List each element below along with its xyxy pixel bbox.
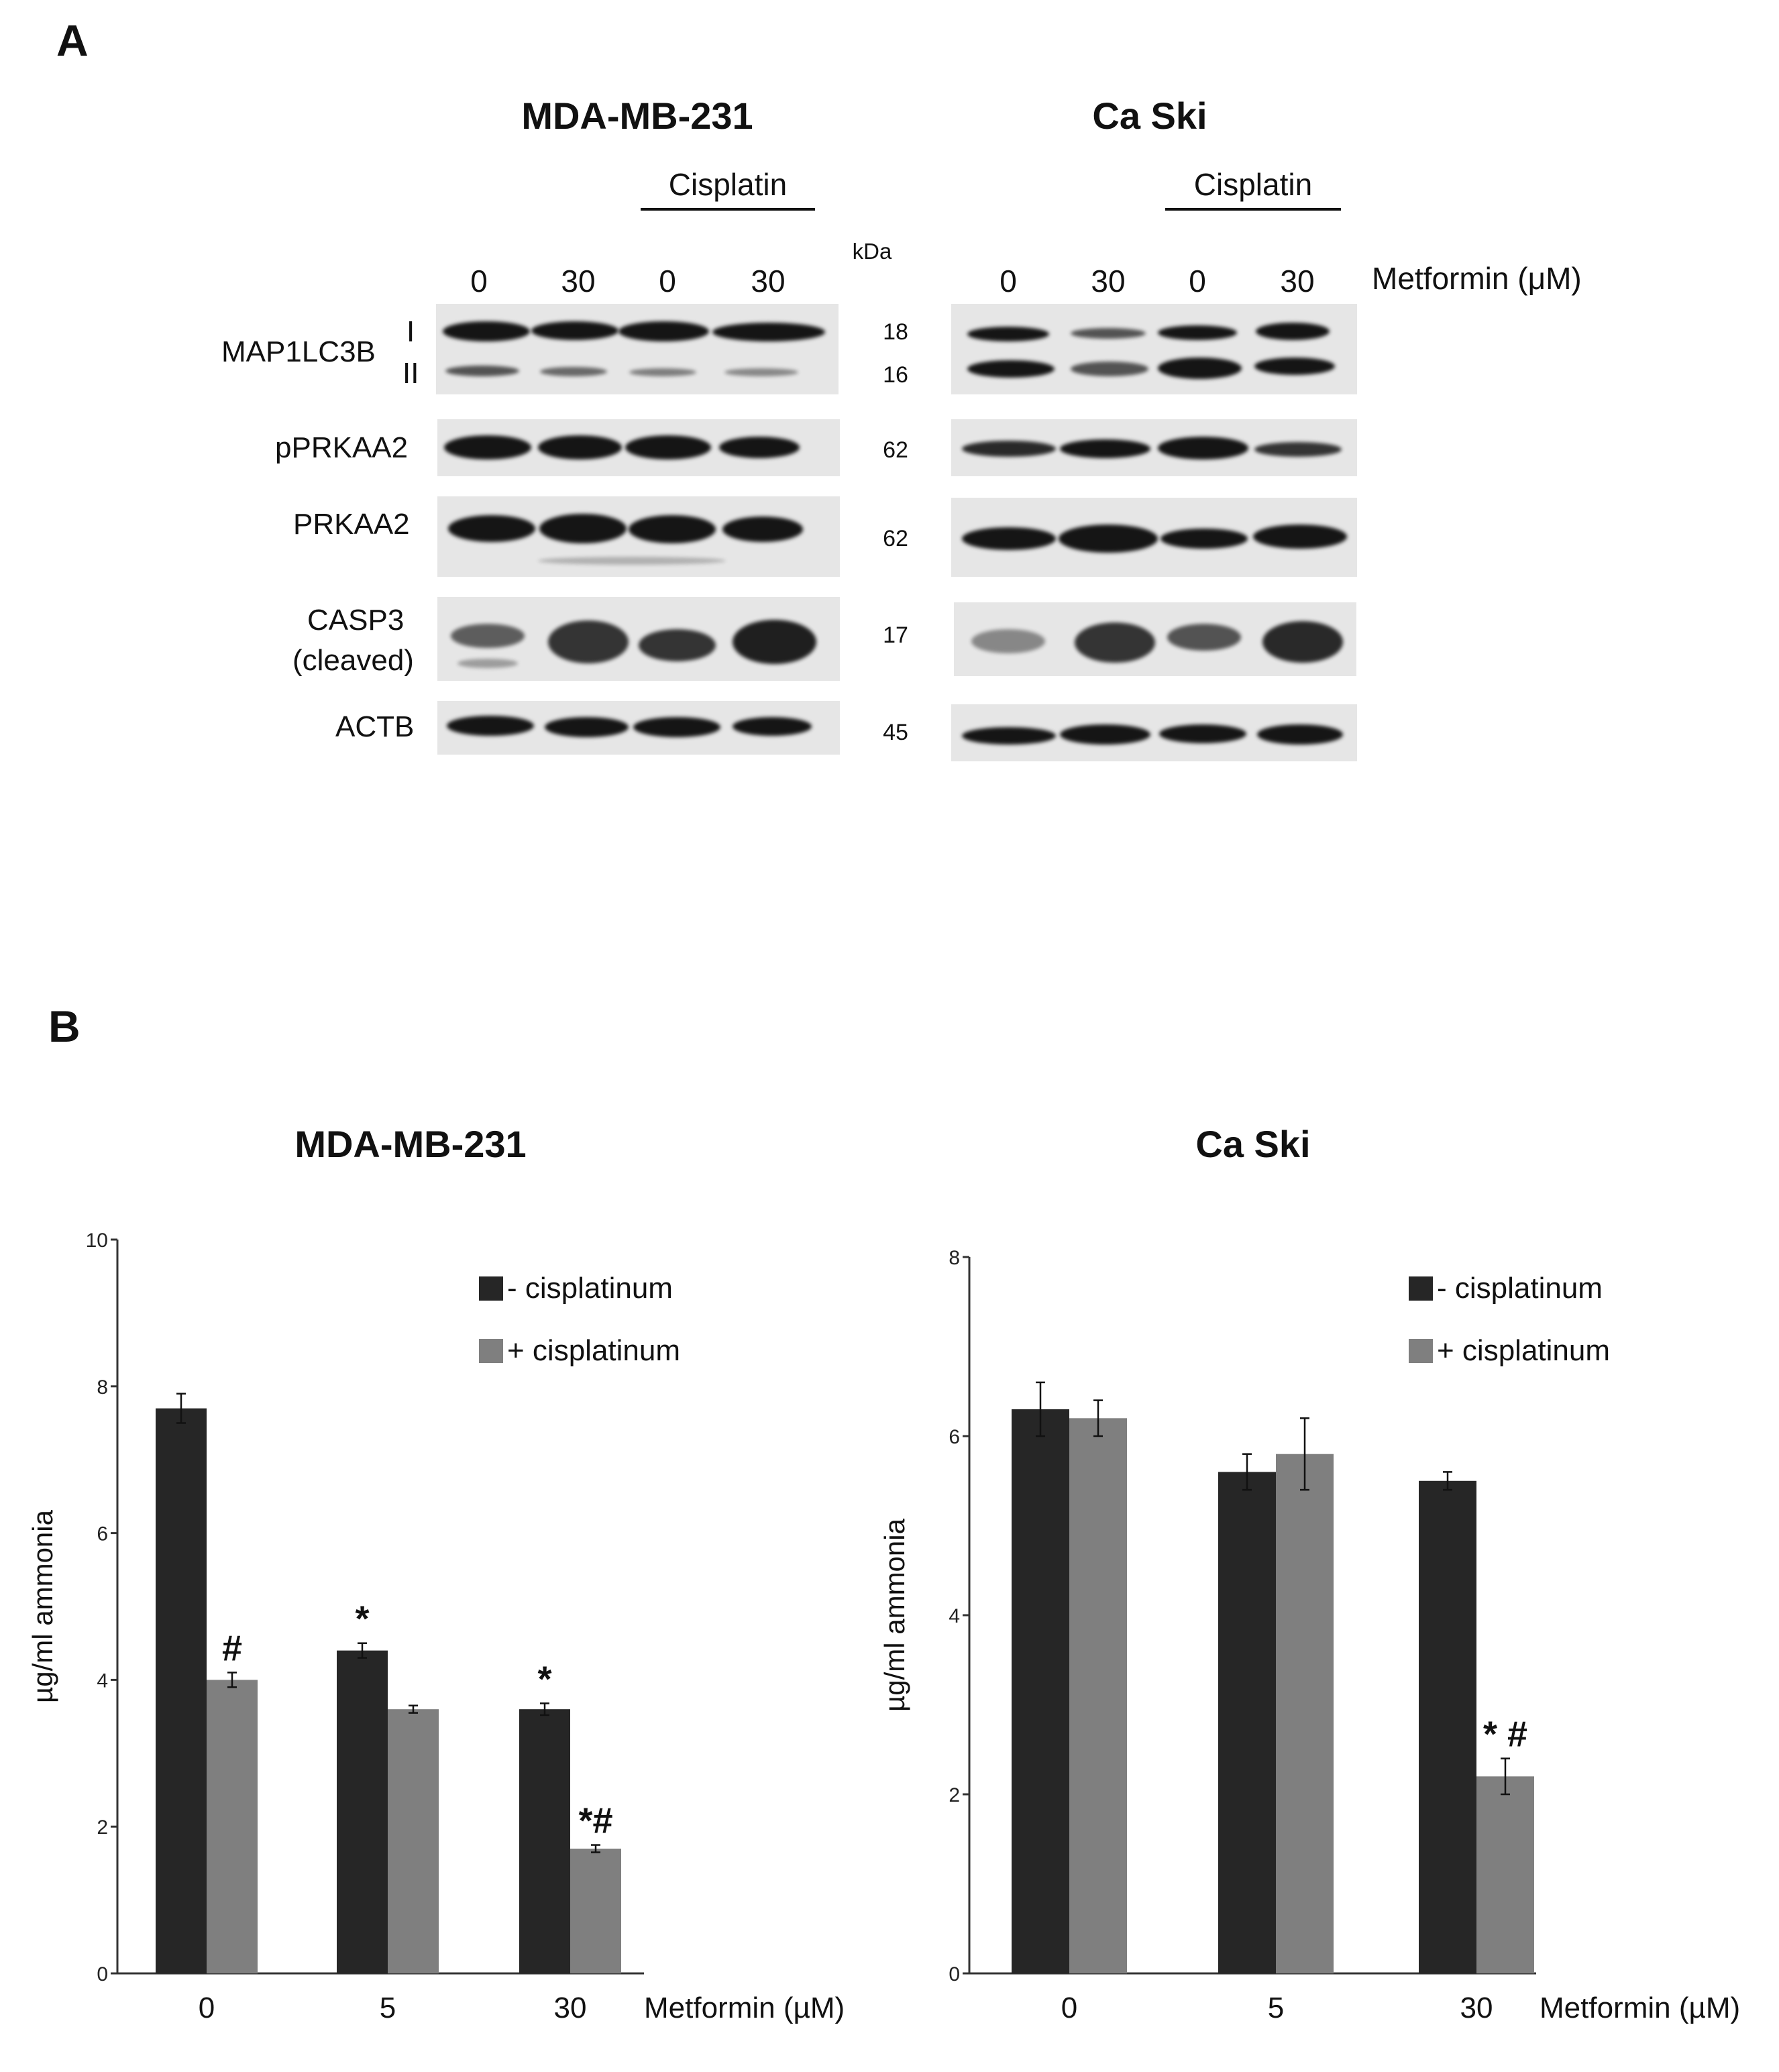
y-tick-label: 2 — [97, 1816, 108, 1839]
kda-value: 45 — [883, 720, 908, 745]
cisplatin-bracket-caski — [1165, 208, 1341, 211]
row-label-band-ii: II — [402, 357, 419, 390]
y-tick-label: 6 — [97, 1523, 108, 1545]
legend-swatch-plus — [1409, 1339, 1433, 1363]
legend-swatch-minus — [479, 1276, 503, 1301]
bar — [1069, 1418, 1127, 1973]
y-tick-label: 6 — [949, 1426, 960, 1448]
legend-label-minus: - cisplatinum — [1437, 1272, 1603, 1305]
panel-b-letter: B — [48, 1001, 80, 1051]
x-tick-label: 0 — [199, 1992, 215, 2024]
bar — [156, 1408, 207, 1973]
bar — [519, 1709, 570, 1973]
lane-label: 0 — [470, 264, 488, 298]
legend-swatch-minus — [1409, 1276, 1433, 1301]
blot-actb-caski — [951, 704, 1357, 761]
bar — [1419, 1480, 1476, 1973]
y-tick-label: 10 — [86, 1230, 108, 1252]
chart-title: MDA-MB-231 — [294, 1123, 526, 1165]
x-tick-label: 30 — [554, 1992, 587, 2024]
x-axis-label: Metformin (µM) — [1540, 1992, 1740, 2024]
kda-value: 62 — [883, 437, 908, 463]
row-label-actb: ACTB — [335, 710, 415, 743]
lane-label: 30 — [1091, 264, 1126, 298]
blot-title-mda: MDA-MB-231 — [521, 95, 753, 137]
chart-title: Ca Ski — [1195, 1123, 1310, 1165]
cisplatin-label-caski: Cisplatin — [1193, 167, 1313, 202]
y-tick-label: 4 — [949, 1605, 960, 1627]
lane-label: 30 — [561, 264, 596, 298]
blot-casp3-mda — [437, 597, 840, 681]
cisplatin-bracket-mda — [641, 208, 815, 211]
kda-value: 62 — [883, 526, 908, 551]
y-axis-label: µg/ml ammonia — [27, 1509, 58, 1703]
kda-value: 18 — [883, 319, 908, 345]
y-tick-label: 2 — [949, 1784, 960, 1806]
bar — [570, 1849, 621, 1973]
blot-map1lc3b-caski — [951, 304, 1357, 394]
lane-label: 0 — [1000, 264, 1017, 298]
significance-marker: * — [537, 1659, 551, 1699]
x-tick-label: 0 — [1061, 1992, 1077, 2024]
x-tick-label: 5 — [380, 1992, 396, 2024]
y-tick-label: 8 — [97, 1376, 108, 1399]
kda-value: 17 — [883, 622, 908, 648]
blot-title-caski: Ca Ski — [1092, 95, 1207, 137]
row-label-casp3: CASP3 — [307, 604, 405, 637]
cisplatin-label-mda: Cisplatin — [668, 167, 788, 202]
bar — [1276, 1454, 1334, 1973]
lane-label: 30 — [751, 264, 786, 298]
x-tick-label: 5 — [1268, 1992, 1284, 2024]
row-label-pprkaa2: pPRKAA2 — [275, 431, 409, 464]
legend-swatch-plus — [479, 1339, 503, 1363]
blot-actb-mda — [437, 701, 840, 755]
lane-label: 30 — [1280, 264, 1315, 298]
bar — [1012, 1409, 1069, 1973]
y-tick-label: 0 — [949, 1963, 960, 1985]
row-label-band-i: I — [407, 315, 415, 348]
blot-pprkaa2-mda — [437, 419, 840, 476]
significance-marker: * — [355, 1599, 369, 1639]
significance-marker: # — [222, 1628, 242, 1668]
y-axis-label: µg/ml ammonia — [879, 1518, 910, 1712]
row-label-map1lc3b: MAP1LC3B — [221, 335, 376, 368]
blot-pprkaa2-caski — [951, 419, 1357, 476]
bar — [207, 1680, 258, 1973]
legend-label-plus: + cisplatinum — [1437, 1334, 1610, 1367]
blot-casp3-caski — [954, 602, 1356, 676]
legend-label-minus: - cisplatinum — [507, 1272, 673, 1305]
x-axis-label: Metformin (µM) — [644, 1992, 845, 2024]
blot-prkaa2-mda — [437, 496, 840, 577]
x-tick-label: 30 — [1460, 1992, 1493, 2024]
significance-marker: * # — [1483, 1714, 1527, 1755]
y-tick-label: 4 — [97, 1670, 108, 1692]
legend-label-plus: + cisplatinum — [507, 1334, 680, 1367]
lane-label: 0 — [659, 264, 676, 298]
y-tick-label: 8 — [949, 1247, 960, 1269]
metformin-axis-label: Metformin (μM) — [1372, 261, 1582, 296]
panel-a-letter: A — [56, 15, 89, 65]
bar — [337, 1650, 388, 1973]
y-tick-label: 0 — [97, 1963, 108, 1985]
bar — [1476, 1776, 1534, 1973]
row-label-cleaved: (cleaved) — [292, 644, 414, 677]
bar — [388, 1709, 439, 1973]
kda-value: 16 — [883, 362, 908, 388]
row-label-prkaa2: PRKAA2 — [293, 508, 410, 541]
lane-label: 0 — [1189, 264, 1206, 298]
blot-map1lc3b-mda — [436, 304, 839, 394]
significance-marker: *# — [578, 1801, 612, 1841]
blot-prkaa2-caski — [951, 498, 1357, 577]
bar — [1218, 1472, 1276, 1973]
kda-header: kDa — [852, 239, 892, 264]
